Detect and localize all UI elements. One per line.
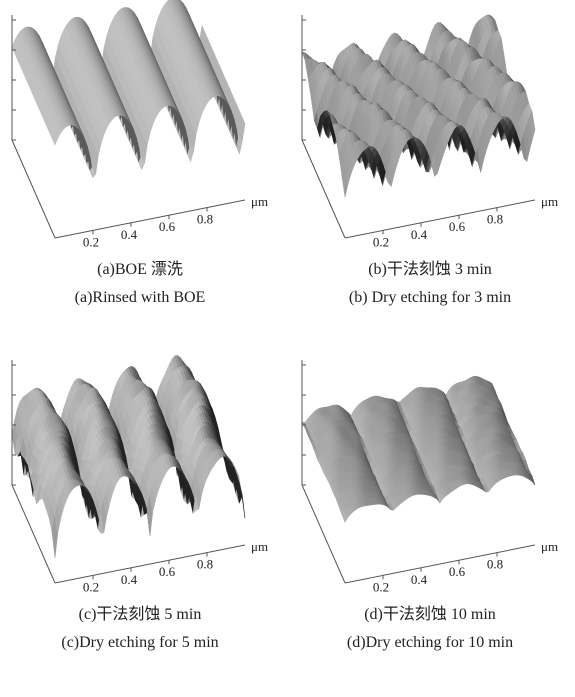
panel: 0.2 0.4 0.6 0.8 μm (d)干法刻蚀 10 min (d)Dry etchi… [302,360,558,651]
panel: 0.2 0.4 0.6 0.8 μm (c)干法刻蚀 5 min (c)Dry etchin… [12,356,268,651]
figure-canvas: 0.2 0.4 0.6 0.8 μm (a)BOE 漂洗 (a)Rinsed with BO… [0,0,575,697]
surface [302,376,535,522]
x-tick-label: 0.8 [197,212,213,227]
x-tick-label: 0.8 [487,212,503,227]
caption-zh: (d)干法刻蚀 10 min [364,605,496,623]
x-tick-label: 0.6 [159,564,176,579]
caption-en: (d)Dry etching for 10 min [347,634,513,651]
x-axis [55,545,245,583]
x-axis [345,200,535,238]
x-tick-label: 0.2 [83,579,99,594]
caption-en: (c)Dry etching for 5 min [61,634,218,651]
caption-zh: (b)干法刻蚀 3 min [368,260,492,278]
panel: 0.2 0.4 0.6 0.8 μm (b)干法刻蚀 3 min (b) Dry etchi… [302,15,558,306]
caption-en: (a)Rinsed with BOE [75,289,206,306]
y-axis [12,140,55,238]
x-tick-label: 0.6 [449,219,466,234]
figure: 0.2 0.4 0.6 0.8 μm (a)BOE 漂洗 (a)Rinsed with BO… [0,0,575,697]
unit-label: μm [541,194,558,209]
x-tick-label: 0.2 [373,579,389,594]
x-tick-label: 0.4 [411,572,428,587]
unit-label: μm [251,194,268,209]
surface-facet [237,484,243,503]
y-axis [302,140,345,238]
x-tick-label: 0.6 [159,219,176,234]
unit-label: μm [541,539,558,554]
x-tick-label: 0.6 [449,564,466,579]
caption-zh: (a)BOE 漂洗 [97,260,183,278]
surface [12,0,245,177]
x-tick-label: 0.4 [121,572,138,587]
x-axis [345,545,535,583]
x-tick-label: 0.2 [83,234,99,249]
x-axis [55,200,245,238]
x-tick-label: 0.2 [373,234,389,249]
x-tick-label: 0.8 [487,557,503,572]
x-tick-label: 0.4 [411,227,428,242]
unit-label: μm [251,539,268,554]
surface [302,15,535,197]
panel: 0.2 0.4 0.6 0.8 μm (a)BOE 漂洗 (a)Rinsed with BO… [12,0,268,306]
x-tick-label: 0.8 [197,557,213,572]
caption-en: (b) Dry etching for 3 min [349,289,511,306]
surface [12,356,245,558]
x-tick-label: 0.4 [121,227,138,242]
caption-zh: (c)干法刻蚀 5 min [79,605,202,623]
